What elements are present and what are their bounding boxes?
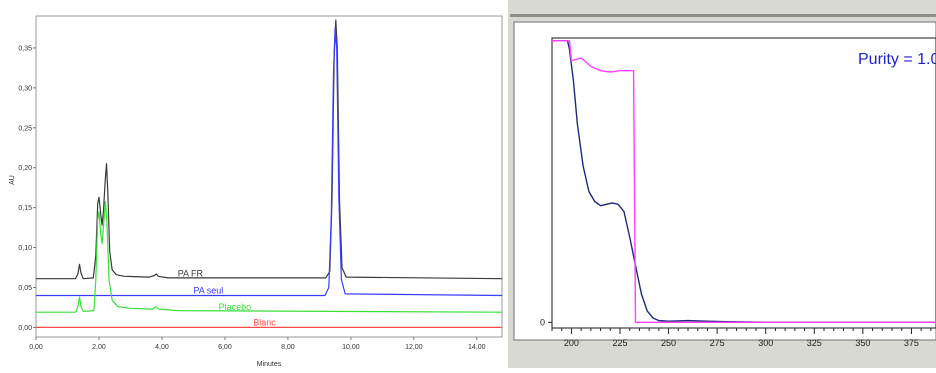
series-label-pa-fr: PA FR	[178, 269, 204, 279]
purity-curve-line	[552, 40, 936, 323]
series-label-pa-seul: PA seul	[193, 285, 223, 295]
purity-spectrum-chart: 0 200 225 250 275 300 325 350 375 Purity = 1.03	[508, 0, 936, 368]
series-label-placebo: Placebo	[219, 302, 252, 312]
x-tick-label: 6,00	[218, 344, 232, 351]
x-tick-label: 275	[710, 338, 725, 348]
y-tick-label: 0,25	[18, 125, 32, 132]
x-axis-label: Minutes	[257, 361, 282, 368]
y-tick-label: 0	[540, 317, 545, 327]
y-tick-label: 0,10	[18, 245, 32, 252]
chromatogram-panel: 0,00 0,05 0,10 0,15 0,20 0,25 0,30 0,35 0,00 2,0…	[9, 15, 503, 368]
y-tick-label: 0,00	[18, 325, 32, 332]
y-tick-label: 0,30	[18, 85, 32, 92]
window-edge	[510, 14, 936, 17]
purity-spectrum-panel: 0 200 225 250 275 300 325 350 375 Purity = 1.03	[508, 0, 936, 368]
x-tick-label: 14,00	[468, 344, 486, 351]
x-tick-label: 4,00	[155, 344, 169, 351]
x-tick-label: 12,00	[405, 344, 423, 351]
series-line-placebo	[36, 200, 503, 313]
x-tick-label: 10,00	[342, 344, 360, 351]
series-line-pa-seul	[36, 27, 503, 297]
absorbance-spectrum-line	[552, 40, 936, 323]
x-tick-label: 200	[564, 338, 579, 348]
plot-frame	[551, 37, 936, 329]
x-tick-label: 2,00	[92, 344, 106, 351]
x-tick-label: 0,00	[29, 344, 43, 351]
x-tick-label: 375	[904, 338, 919, 348]
plot-frame	[35, 15, 503, 338]
x-tick-label: 325	[807, 338, 822, 348]
x-tick-label: 300	[758, 338, 773, 348]
y-tick-label: 0,35	[18, 45, 32, 52]
purity-annotation: Purity = 1.03	[858, 51, 936, 68]
plot-area	[513, 21, 936, 341]
x-tick-label: 8,00	[281, 344, 295, 351]
y-tick-label: 0,15	[18, 205, 32, 212]
y-tick-label: 0,20	[18, 165, 32, 172]
y-tick-label: 0,05	[18, 285, 32, 292]
x-tick-label: 225	[612, 338, 627, 348]
series-label-blanc: Blanc	[253, 317, 276, 327]
y-axis-label: AU	[9, 175, 16, 185]
chromatogram-chart: 0,00 0,05 0,10 0,15 0,20 0,25 0,30 0,35 0,00 2,0…	[9, 15, 503, 368]
x-tick-label: 250	[661, 338, 676, 348]
x-tick-label: 350	[855, 338, 870, 348]
